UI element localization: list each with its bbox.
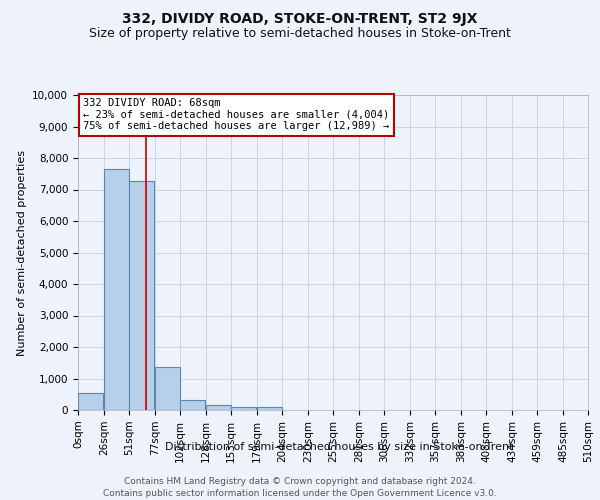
Bar (129, 180, 154, 410)
Text: Contains HM Land Registry data © Crown copyright and database right 2024.
Contai: Contains HM Land Registry data © Crown c… (103, 476, 497, 498)
Bar (231, 407, 256, 410)
Bar (104, 169, 129, 410)
Bar (180, 400, 205, 410)
Bar (78, 394, 103, 410)
Bar (257, 408, 282, 410)
Text: Distribution of semi-detached houses by size in Stoke-on-Trent: Distribution of semi-detached houses by … (165, 442, 513, 452)
Bar (206, 405, 231, 410)
Bar (155, 367, 180, 410)
Text: 332, DIVIDY ROAD, STOKE-ON-TRENT, ST2 9JX: 332, DIVIDY ROAD, STOKE-ON-TRENT, ST2 9J… (122, 12, 478, 26)
Text: 332 DIVIDY ROAD: 68sqm
← 23% of semi-detached houses are smaller (4,004)
75% of : 332 DIVIDY ROAD: 68sqm ← 23% of semi-det… (83, 98, 389, 132)
Text: Size of property relative to semi-detached houses in Stoke-on-Trent: Size of property relative to semi-detach… (89, 28, 511, 40)
Y-axis label: Number of semi-detached properties: Number of semi-detached properties (17, 150, 27, 356)
